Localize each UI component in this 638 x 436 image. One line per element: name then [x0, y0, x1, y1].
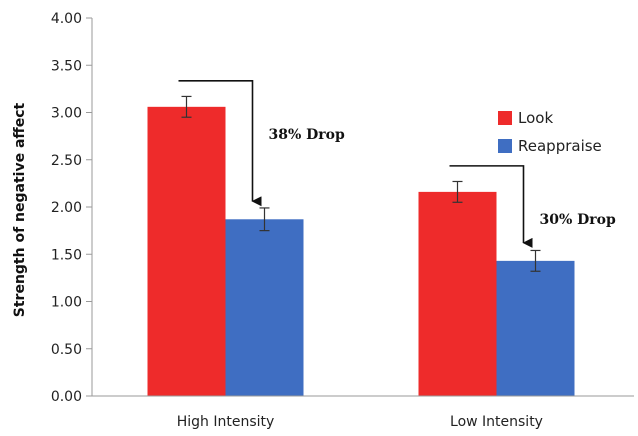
y-tick-label: 2.00 [51, 200, 82, 216]
legend-label-look: Look [518, 109, 553, 127]
x-tick-label: Low Intensity [450, 414, 543, 430]
drop-arrow [178, 80, 262, 207]
y-tick-label: 3.50 [51, 58, 82, 74]
bar-reappraise-1 [496, 260, 575, 396]
bars [147, 106, 575, 396]
legend-swatch-look [498, 111, 512, 125]
x-axis: High Intensity Low Intensity [92, 395, 634, 430]
annotations: 38% Drop 30% Drop [178, 80, 617, 248]
bar-look-1 [418, 191, 497, 396]
y-tick-label: 1.50 [51, 247, 82, 263]
y-tick-label: 4.00 [51, 11, 82, 27]
drop-annotation: 30% Drop [540, 212, 617, 228]
x-tick-label: High Intensity [177, 414, 275, 430]
y-axis-label: Strength of negative affect [12, 102, 28, 317]
y-axis: 0.00 0.50 1.00 1.50 2.00 2.50 3.00 3.50 4.00 [51, 11, 93, 405]
drop-annotation: 38% Drop [269, 127, 346, 143]
y-tick-label: 0.00 [51, 389, 82, 405]
drop-arrow [449, 165, 533, 248]
legend-swatch-reappraise [498, 139, 512, 153]
y-tick-label: 0.50 [51, 342, 82, 358]
bar-reappraise-0 [225, 219, 304, 396]
legend-label-reappraise: Reappraise [518, 137, 602, 155]
y-tick-label: 1.00 [51, 295, 82, 311]
legend: Look Reappraise [498, 109, 602, 155]
bar-look-0 [147, 106, 226, 396]
y-tick-label: 2.50 [51, 153, 82, 169]
y-tick-label: 3.00 [51, 106, 82, 122]
error-bars [181, 95, 541, 272]
